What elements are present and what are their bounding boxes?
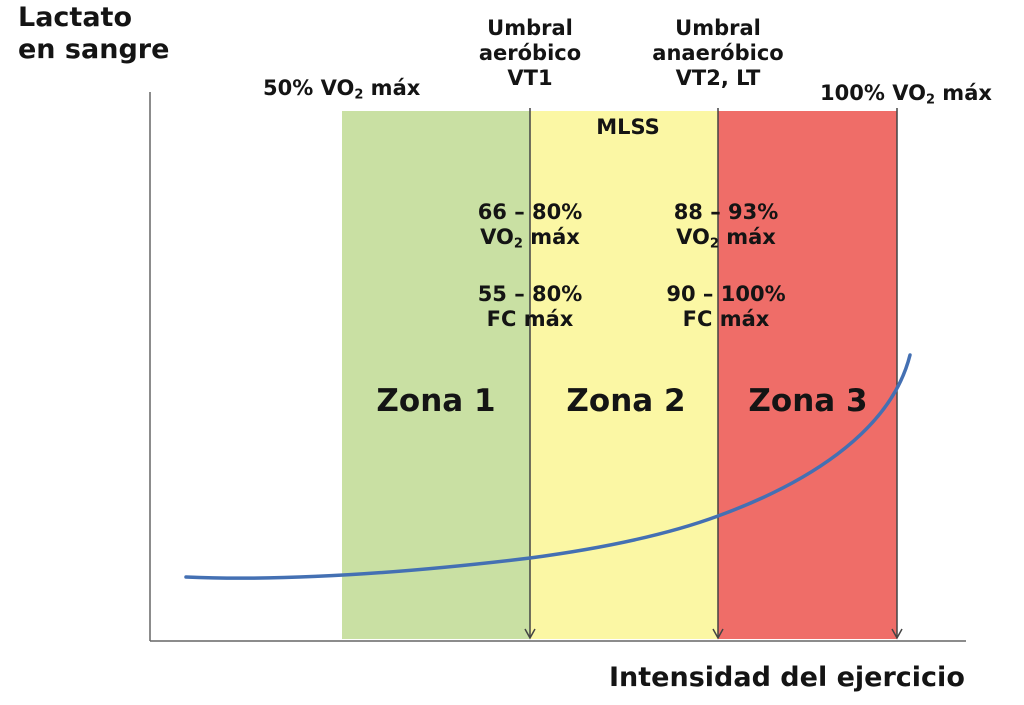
vo2max-marker-line: [891, 108, 903, 640]
mlss-label: MLSS: [596, 115, 660, 139]
vt1-fc-range: 55 – 80% FC máx: [477, 282, 583, 331]
vt2-vo2-range: 88 – 93% VO2 máx: [673, 200, 779, 252]
vt2-marker-line: [712, 108, 724, 640]
vo2-50-label: 50% VO2 máx: [263, 76, 421, 103]
zone-3-band: [718, 111, 897, 639]
zone-1-band: [342, 111, 530, 639]
aerobic-threshold-label: Umbral aeróbico VT1: [478, 16, 582, 90]
vt1-marker-line: [524, 108, 536, 640]
vt1-vo2-range: 66 – 80% VO2 máx: [477, 200, 583, 252]
zone-1-label: Zona 1: [376, 383, 496, 419]
zone-2-band: [530, 111, 718, 639]
x-axis-label: Intensidad del ejercicio: [609, 662, 965, 693]
vo2-100-label: 100% VO2 máx: [820, 81, 992, 108]
zone-3-label: Zona 3: [748, 383, 868, 419]
y-axis-label: Lactato en sangre: [18, 2, 170, 65]
vt2-fc-range: 90 – 100% FC máx: [666, 282, 786, 331]
anaerobic-threshold-label: Umbral anaeróbico VT2, LT: [652, 16, 784, 90]
lactate-curve: [184, 353, 912, 580]
zone-2-label: Zona 2: [566, 383, 686, 419]
